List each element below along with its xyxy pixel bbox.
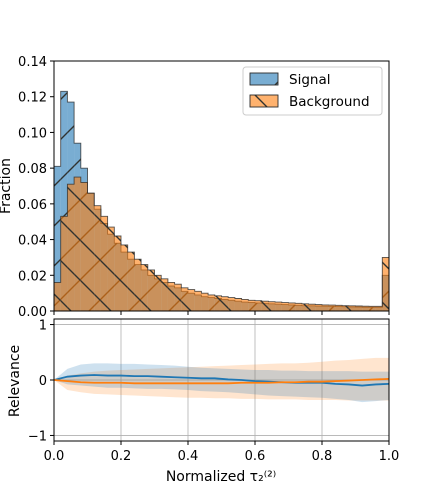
relevance-x-tick-label: 1.0 [379, 449, 400, 464]
line-background [54, 377, 389, 385]
histogram-bar-hatch [328, 305, 336, 311]
histogram-bar-hatch [308, 304, 316, 311]
histogram-bar-hatch [54, 282, 61, 311]
histogram-bar-hatch [248, 300, 255, 311]
histogram-bar-hatch [174, 284, 182, 311]
relevance-panel: 0.0 0.2 0.4 0.6 0.8 1.0 −1 0 1 Relevance Normali… [7, 318, 400, 485]
histogram-bar-hatch [221, 296, 229, 311]
histogram-bar-hatch [342, 305, 349, 311]
histogram-y-tick-label: 0.14 [18, 55, 47, 70]
histogram-bar-hatch [301, 303, 309, 311]
histogram-outline [54, 176, 389, 311]
histogram-bar-hatch [288, 302, 296, 311]
histogram-bar-hatch [255, 300, 262, 311]
histogram-bar-hatch [268, 301, 276, 311]
histogram-bar-hatch [154, 275, 162, 311]
histogram-bar-hatch [74, 177, 81, 311]
histogram-bar-hatch [100, 216, 108, 311]
histogram-bar-hatch [121, 244, 128, 311]
histogram-bar-hatch [127, 252, 135, 311]
histogram-bar-hatch [161, 278, 168, 311]
histogram-bar-hatch [134, 259, 142, 311]
relevance-x-tick-label: 0.6 [245, 449, 266, 464]
histogram-bar-hatch [275, 302, 282, 311]
relevance-x-tick-label: 0.2 [111, 449, 132, 464]
histogram-bar-hatch [147, 269, 155, 311]
histogram-bar-hatch [234, 298, 242, 311]
histogram-bar-hatch [368, 306, 376, 311]
histogram-series-background [54, 176, 389, 311]
histogram-bar-hatch [54, 166, 61, 311]
legend-label: Background [289, 94, 370, 110]
histogram-bar-hatch [322, 304, 329, 311]
histogram-bar-hatch [87, 193, 95, 311]
histogram-bar-hatch [201, 293, 209, 311]
histogram-bar-hatch [181, 287, 188, 311]
histogram-bar-hatch [335, 305, 343, 311]
histogram-bar-hatch [214, 295, 222, 311]
legend-swatch-hatch [249, 72, 279, 86]
histogram-bar-hatch [167, 282, 175, 311]
histogram-y-tick-label: 0.10 [18, 126, 47, 141]
histogram-bar-hatch [241, 299, 249, 311]
histogram-bar-hatch [60, 91, 68, 311]
relevance-y-tick-label: −1 [28, 429, 47, 444]
histogram-bar-hatch [188, 289, 195, 311]
histogram-bar-hatch [67, 184, 75, 311]
histogram-bar-hatch [228, 297, 235, 311]
histogram-bar-hatch [375, 306, 383, 311]
histogram-bar-hatch [281, 302, 289, 311]
histogram-bar-hatch [194, 291, 202, 311]
relevance-x-axis-label: Normalized τ₂⁽²⁾ [166, 469, 276, 485]
histogram-panel: 0.00 0.02 0.04 0.06 0.08 0.10 0.12 0.14 Fractio… [0, 55, 390, 320]
histogram-y-tick-label: 0.06 [18, 198, 47, 213]
histogram-bar-hatch [315, 304, 322, 311]
line-signal [54, 374, 389, 387]
histogram-y-tick-label: 0.08 [18, 162, 47, 177]
histogram-bar-hatch [355, 306, 363, 311]
histogram-bar-hatch [261, 301, 269, 311]
relevance-y-tick-label: 0 [39, 374, 47, 389]
relevance-y-axis-label: Relevance [7, 345, 23, 417]
histogram-y-tick-label: 0.00 [18, 305, 47, 320]
relevance-x-tick-label: 0.8 [312, 449, 333, 464]
histogram-bar-hatch [348, 305, 356, 311]
histogram-bar-hatch [382, 257, 389, 311]
legend-label: Signal [289, 72, 330, 88]
histogram-bar-hatch [208, 294, 215, 311]
histogram-bar-hatch [141, 264, 148, 311]
relevance-y-tick-label: 1 [39, 319, 47, 334]
histogram-bar-hatch [114, 236, 121, 311]
histogram-bar-hatch [362, 306, 369, 311]
histogram-frame [53, 60, 390, 312]
legend-swatch-hatch [249, 94, 279, 108]
histogram-bar-hatch [107, 227, 115, 311]
histogram-y-tick-label: 0.04 [18, 234, 47, 249]
histogram-y-tick-label: 0.12 [18, 91, 47, 106]
legend: Signal Background [242, 66, 383, 116]
histogram-y-axis-label: Fraction [0, 158, 14, 214]
histogram-bar-hatch [60, 216, 68, 311]
histogram-y-tick-label: 0.02 [18, 269, 47, 284]
relevance-x-tick-label: 0.4 [178, 449, 199, 464]
histogram-bar-hatch [94, 205, 101, 311]
histogram-bar-hatch [295, 303, 302, 311]
histogram-bar-hatch [80, 182, 88, 311]
relevance-x-tick-label: 0.0 [44, 449, 65, 464]
